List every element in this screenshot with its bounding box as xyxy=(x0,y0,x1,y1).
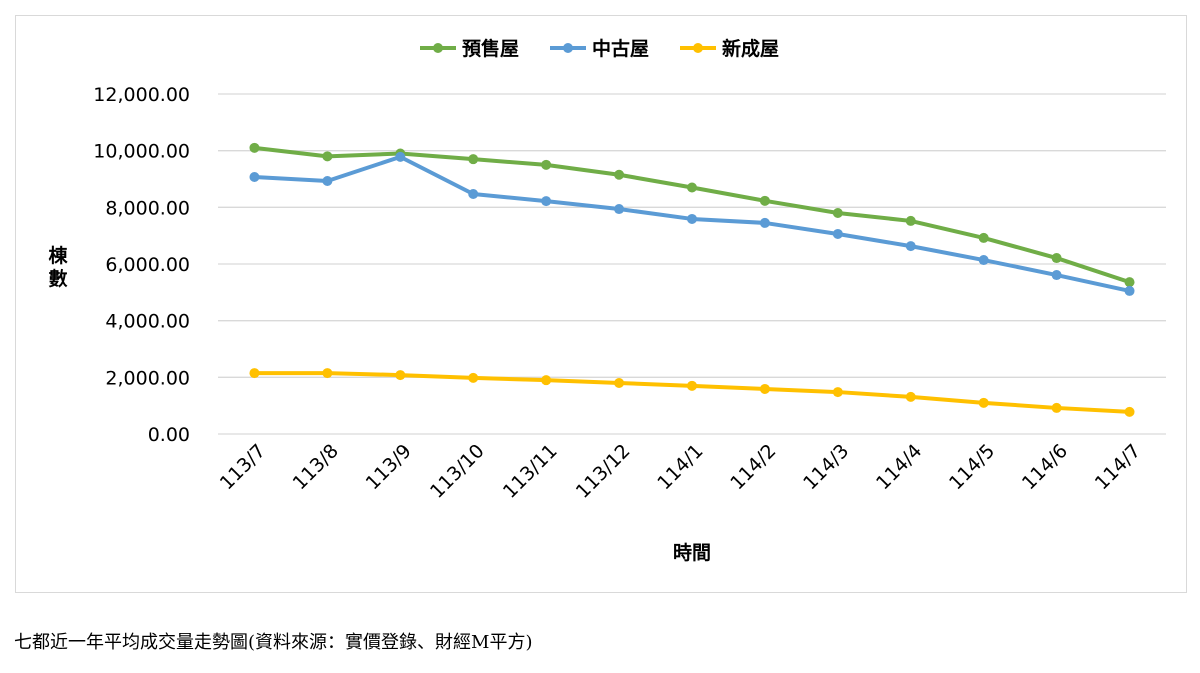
data-point xyxy=(541,196,552,207)
data-point xyxy=(249,368,260,379)
chart-caption: 七都近一年平均成交量走勢圖(資料來源：實價登錄、財經M平方) xyxy=(14,632,533,653)
data-point xyxy=(1051,270,1062,281)
y-tick-label: 8,000.00 xyxy=(105,197,190,219)
data-point xyxy=(832,208,843,218)
data-point xyxy=(832,228,843,239)
legend-marker xyxy=(563,43,573,53)
y-tick-label: 4,000.00 xyxy=(105,311,190,333)
data-point xyxy=(759,383,770,394)
data-point xyxy=(978,397,989,408)
data-point xyxy=(614,378,625,388)
data-point xyxy=(322,368,333,379)
x-tick-label: 114/1 xyxy=(653,440,707,494)
legend-marker xyxy=(693,43,703,53)
data-point xyxy=(978,232,989,243)
series-line xyxy=(254,371,1130,414)
x-tick-label: 114/3 xyxy=(799,440,853,494)
x-tick-label: 114/6 xyxy=(1018,440,1072,494)
data-point xyxy=(468,372,479,383)
x-tick-label: 113/8 xyxy=(289,440,343,494)
data-point xyxy=(759,195,770,206)
legend-label: 中古屋 xyxy=(592,37,649,60)
data-point xyxy=(905,391,916,402)
chart-frame xyxy=(15,15,1187,593)
data-point xyxy=(1051,253,1062,264)
y-tick-label: 12,000.00 xyxy=(93,84,190,106)
data-point xyxy=(759,217,770,228)
data-point xyxy=(249,142,260,153)
data-point xyxy=(832,387,843,398)
data-point xyxy=(468,189,479,200)
data-point xyxy=(541,159,552,170)
y-tick-label: 2,000.00 xyxy=(105,367,190,389)
x-tick-label: 114/5 xyxy=(945,440,999,494)
y-tick-label: 0.00 xyxy=(148,424,190,446)
data-point xyxy=(614,204,625,215)
data-point xyxy=(468,154,479,165)
y-tick-label: 10,000.00 xyxy=(93,141,190,163)
y-tick-label: 6,000.00 xyxy=(105,254,190,276)
x-tick-label: 113/9 xyxy=(362,440,416,494)
data-point xyxy=(905,215,916,226)
x-tick-label: 114/4 xyxy=(872,440,926,494)
data-point xyxy=(395,370,406,381)
x-axis-title: 時間 xyxy=(673,542,711,564)
data-point xyxy=(395,151,406,162)
data-point xyxy=(687,380,697,391)
legend-label: 預售屋 xyxy=(462,37,519,60)
x-tick-label: 114/7 xyxy=(1091,440,1145,494)
data-point xyxy=(1051,402,1062,413)
data-point xyxy=(249,172,260,183)
data-point xyxy=(687,182,697,193)
x-tick-label: 113/10 xyxy=(426,440,489,503)
legend-label: 新成屋 xyxy=(722,37,779,60)
data-point xyxy=(614,169,625,180)
y-axis-title: 棟 xyxy=(48,244,68,267)
y-axis-title: 數 xyxy=(48,268,67,290)
x-tick-label: 113/11 xyxy=(499,440,562,503)
x-tick-label: 113/7 xyxy=(216,440,270,494)
legend-marker xyxy=(433,43,443,53)
data-point xyxy=(978,255,989,266)
data-point xyxy=(1124,406,1135,417)
data-point xyxy=(1124,285,1135,296)
data-point xyxy=(541,375,552,386)
data-point xyxy=(905,241,916,252)
x-tick-label: 114/2 xyxy=(726,440,780,494)
data-point xyxy=(1124,277,1135,288)
data-point xyxy=(322,151,333,162)
data-point xyxy=(322,175,333,186)
line-chart: 0.00 2,000.00 4,000.00 6,000.00 8,000.00 10,0… xyxy=(48,37,1166,564)
data-point xyxy=(687,213,697,224)
x-tick-label: 113/12 xyxy=(572,440,635,503)
